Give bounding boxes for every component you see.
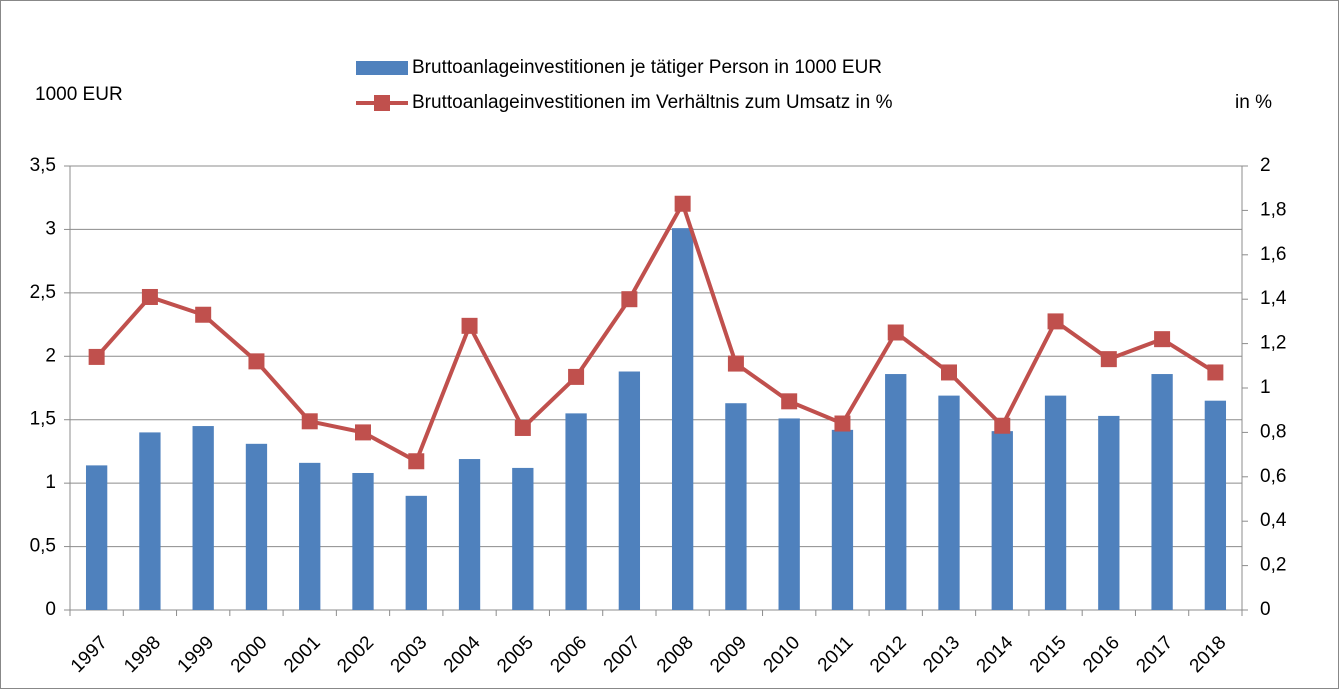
bar — [1098, 415, 1120, 610]
y2-tick-label: 0 — [1260, 599, 1271, 620]
bar — [831, 429, 854, 610]
marker — [941, 364, 957, 381]
bar — [565, 413, 587, 610]
bar — [618, 371, 641, 610]
legend-swatch — [356, 61, 408, 75]
bar — [299, 462, 321, 610]
bar — [245, 443, 268, 610]
marker — [408, 453, 425, 470]
y2-axis-title: in % — [1235, 92, 1272, 113]
bar — [885, 374, 907, 610]
marker — [461, 317, 478, 334]
bar — [85, 465, 108, 610]
bar — [938, 395, 960, 610]
legend-marker — [374, 95, 390, 111]
bar — [512, 467, 534, 610]
bar — [778, 418, 800, 610]
bar — [458, 459, 481, 610]
bar — [139, 432, 161, 610]
marker — [355, 424, 371, 441]
y-tick-label: 3 — [45, 218, 56, 239]
y2-tick-label: 0,6 — [1260, 466, 1286, 487]
marker — [994, 417, 1011, 434]
bar — [671, 228, 694, 610]
marker — [674, 195, 691, 212]
marker — [781, 393, 798, 410]
marker — [1207, 364, 1224, 381]
bar — [725, 403, 747, 610]
y2-tick-label: 1,8 — [1260, 199, 1286, 220]
y-tick-label: 1 — [45, 472, 56, 493]
marker — [1100, 351, 1117, 368]
bar — [991, 431, 1013, 610]
marker — [195, 306, 212, 323]
marker — [514, 419, 531, 436]
y2-tick-label: 1,6 — [1260, 244, 1286, 265]
y-tick-label: 1,5 — [30, 409, 56, 430]
marker — [248, 353, 265, 370]
y-tick-label: 3,5 — [30, 155, 56, 176]
bar — [405, 495, 427, 610]
y-tick-label: 0 — [45, 599, 56, 620]
y2-tick-label: 0,8 — [1260, 421, 1286, 442]
y-tick-label: 2 — [45, 345, 56, 366]
y2-tick-label: 1,4 — [1260, 288, 1287, 309]
marker — [1047, 313, 1064, 330]
line — [95, 198, 1217, 465]
bar — [192, 426, 214, 610]
y2-tick-label: 1,2 — [1260, 333, 1286, 354]
bar — [1044, 395, 1067, 610]
y2-tick-label: 0,4 — [1260, 510, 1287, 531]
marker — [301, 413, 318, 430]
marker — [621, 291, 638, 308]
marker — [727, 355, 744, 372]
marker — [1154, 331, 1171, 348]
bar — [352, 472, 374, 610]
y-tick-label: 2,5 — [30, 282, 56, 303]
y2-tick-label: 1 — [1260, 377, 1271, 398]
marker — [568, 368, 585, 385]
legend-label: Bruttoanlageinvestitionen je tätiger Per… — [412, 57, 882, 78]
legend-label: Bruttoanlageinvestitionen im Verhältnis … — [412, 92, 893, 113]
bar — [1204, 400, 1227, 610]
y-tick-label: 0,5 — [30, 536, 56, 557]
y-axis-title: 1000 EUR — [35, 84, 123, 105]
marker — [141, 288, 158, 305]
y2-tick-label: 2 — [1260, 155, 1271, 176]
marker — [834, 415, 851, 432]
y2-tick-label: 0,2 — [1260, 555, 1286, 576]
marker — [887, 324, 904, 341]
bar — [1151, 374, 1173, 610]
marker — [88, 348, 105, 365]
